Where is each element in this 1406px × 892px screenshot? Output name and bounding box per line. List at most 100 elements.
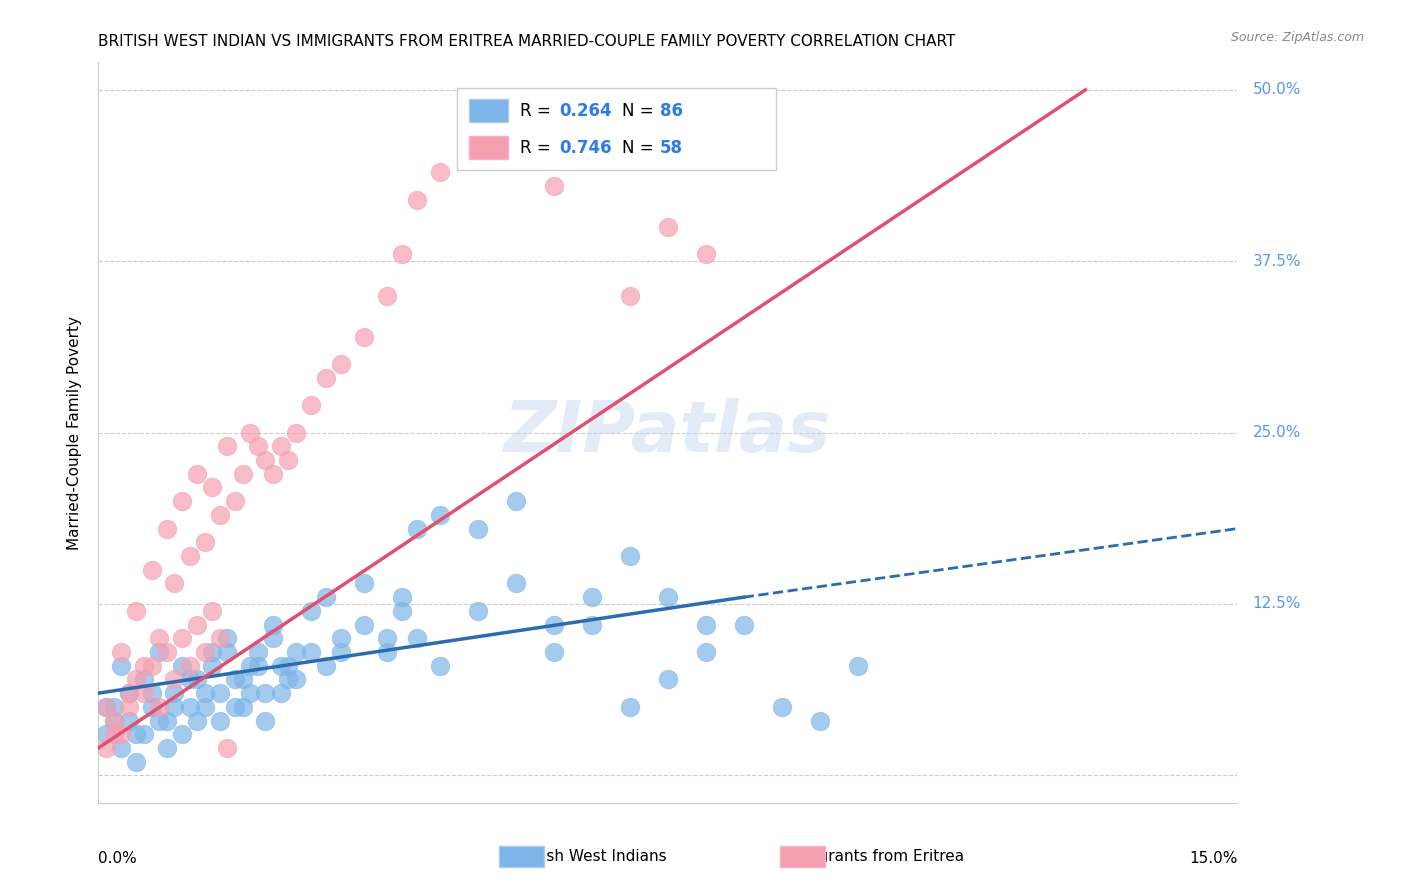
Point (406, 522, 429, 536)
Point (201, 658, 224, 673)
Point (141, 563, 163, 577)
Point (375, 632, 398, 646)
Point (201, 645, 224, 659)
Point (657, 590, 679, 604)
Point (103, 714, 125, 728)
FancyBboxPatch shape (499, 846, 544, 867)
Point (808, 714, 831, 728)
Point (695, 645, 717, 659)
Point (429, 658, 451, 673)
Point (254, 453, 277, 467)
Point (375, 645, 398, 659)
Point (179, 699, 201, 714)
Point (224, 699, 246, 714)
Point (299, 604, 322, 618)
Point (110, 727, 132, 741)
Text: 0.0%: 0.0% (98, 851, 138, 866)
Point (353, 329, 375, 343)
Point (94, 699, 117, 714)
Point (299, 645, 322, 659)
Point (208, 632, 231, 646)
Point (657, 219, 679, 234)
Text: 25.0%: 25.0% (1253, 425, 1301, 440)
Point (770, 699, 793, 714)
Point (239, 658, 262, 673)
Point (156, 714, 179, 728)
Point (353, 576, 375, 591)
Text: ZIPatlas: ZIPatlas (505, 398, 831, 467)
Point (125, 727, 148, 741)
Point (103, 727, 125, 741)
Point (695, 247, 717, 261)
Point (224, 494, 246, 508)
Text: N =: N = (623, 102, 659, 120)
Point (132, 658, 155, 673)
Point (619, 549, 641, 563)
Point (429, 165, 451, 179)
Point (125, 755, 148, 769)
Point (406, 632, 429, 646)
Point (375, 288, 398, 302)
Point (246, 645, 269, 659)
Point (186, 714, 208, 728)
Point (170, 494, 193, 508)
Point (239, 686, 262, 700)
Text: British West Indians: British West Indians (515, 849, 666, 863)
Point (232, 673, 254, 687)
Point (277, 673, 299, 687)
Point (94, 699, 117, 714)
Text: 0.746: 0.746 (560, 138, 612, 157)
Point (141, 699, 163, 714)
Text: R =: R = (520, 138, 555, 157)
Point (406, 193, 429, 207)
Point (581, 617, 603, 632)
Point (179, 658, 201, 673)
Text: 37.5%: 37.5% (1253, 253, 1301, 268)
Point (262, 632, 284, 646)
Point (118, 714, 141, 728)
Point (543, 178, 565, 193)
Point (657, 673, 679, 687)
Point (695, 617, 717, 632)
Point (284, 425, 307, 440)
Point (315, 371, 337, 385)
Point (163, 576, 186, 591)
Point (103, 714, 125, 728)
Point (110, 741, 132, 756)
Point (148, 632, 170, 646)
Point (170, 727, 193, 741)
Point (391, 604, 413, 618)
Point (239, 425, 262, 440)
Point (208, 508, 231, 522)
Point (299, 398, 322, 412)
Point (94, 741, 117, 756)
Text: 12.5%: 12.5% (1253, 597, 1301, 612)
Point (391, 247, 413, 261)
FancyBboxPatch shape (468, 99, 509, 121)
Point (156, 645, 179, 659)
Text: 58: 58 (659, 138, 683, 157)
Point (581, 590, 603, 604)
Point (217, 645, 239, 659)
Point (467, 604, 489, 618)
Point (505, 494, 527, 508)
Point (125, 604, 148, 618)
Point (619, 699, 641, 714)
Text: N =: N = (623, 138, 659, 157)
Point (132, 686, 155, 700)
Point (125, 673, 148, 687)
Y-axis label: Married-Couple Family Poverty: Married-Couple Family Poverty (67, 316, 83, 549)
Point (330, 357, 353, 371)
FancyBboxPatch shape (457, 88, 776, 169)
Point (186, 673, 208, 687)
Point (148, 714, 170, 728)
Point (217, 741, 239, 756)
FancyBboxPatch shape (780, 846, 825, 867)
Point (733, 617, 755, 632)
Point (194, 699, 217, 714)
Point (315, 658, 337, 673)
Point (163, 699, 186, 714)
Point (270, 439, 292, 453)
Point (232, 699, 254, 714)
Point (284, 673, 307, 687)
